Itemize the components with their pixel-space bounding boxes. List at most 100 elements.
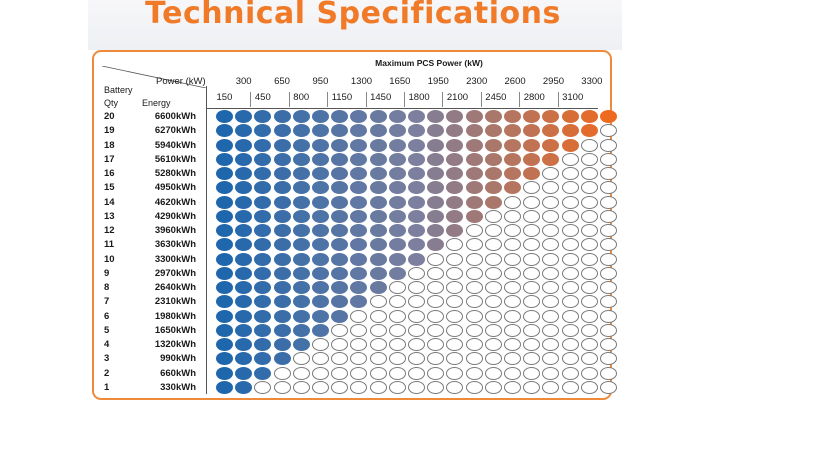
unsupported-config-dot: [561, 380, 579, 394]
power-level-label: 1150: [331, 92, 353, 103]
supported-config-dot: [580, 124, 598, 138]
unsupported-config-dot: [542, 323, 560, 337]
supported-config-dot: [408, 152, 425, 166]
unsupported-config-dot: [523, 323, 541, 337]
unsupported-config-dot: [408, 366, 425, 380]
unsupported-config-dot: [600, 323, 617, 337]
supported-config-dot: [312, 110, 329, 123]
unsupported-config-dot: [580, 352, 598, 366]
spec-matrix-card: Maximum PCS Power (kW) Power (kW) Batter…: [92, 50, 617, 400]
supported-config-dot: [504, 181, 521, 195]
supported-config-dot: [465, 110, 483, 123]
unsupported-config-dot: [350, 366, 368, 380]
supported-config-dot: [235, 167, 253, 180]
unsupported-config-dot: [484, 295, 502, 309]
supported-config-dot: [408, 138, 425, 152]
supported-config-dot: [235, 366, 253, 380]
supported-config-dot: [235, 309, 253, 323]
supported-config-dot: [369, 209, 387, 223]
supported-config-dot: [235, 152, 253, 166]
supported-config-dot: [465, 167, 483, 180]
supported-config-dot: [312, 181, 329, 195]
supported-config-dot: [292, 110, 310, 123]
unsupported-config-dot: [542, 252, 560, 266]
unsupported-config-dot: [561, 167, 579, 180]
unsupported-config-dot: [446, 323, 464, 337]
power-level-label: 1950: [427, 76, 449, 87]
unsupported-config-dot: [600, 238, 617, 252]
power-level-label: 2450: [485, 92, 507, 103]
unsupported-config-dot: [523, 338, 541, 351]
unsupported-config-dot: [561, 224, 579, 237]
supported-config-dot: [388, 152, 406, 166]
unsupported-config-dot: [427, 295, 445, 309]
supported-config-dot: [388, 238, 406, 252]
unsupported-config-dot: [465, 224, 483, 237]
supported-config-dot: [408, 110, 425, 123]
supported-config-dot: [369, 138, 387, 152]
supported-config-dot: [312, 281, 329, 294]
supported-config-dot: [523, 167, 541, 180]
supported-config-dot: [388, 181, 406, 195]
supported-config-dot: [408, 124, 425, 138]
supported-config-dot: [369, 152, 387, 166]
supported-config-dot: [388, 266, 406, 280]
supported-config-dot: [216, 295, 233, 309]
supported-config-dot: [350, 281, 368, 294]
supported-config-dot: [446, 167, 464, 180]
supported-config-dot: [427, 167, 445, 180]
supported-config-dot: [369, 252, 387, 266]
unsupported-config-dot: [484, 323, 502, 337]
supported-config-dot: [254, 138, 272, 152]
unsupported-config-dot: [523, 181, 541, 195]
power-level-label: 1300: [350, 76, 373, 87]
unsupported-config-dot: [542, 224, 560, 237]
supported-config-dot: [292, 238, 310, 252]
power-level-label: 800: [293, 92, 310, 103]
unsupported-config-dot: [408, 295, 425, 309]
supported-config-dot: [292, 152, 310, 166]
power-level-label: 650: [274, 76, 290, 87]
supported-config-dot: [292, 281, 310, 294]
matrix-title: Maximum PCS Power (kW): [375, 58, 483, 68]
supported-config-dot: [312, 138, 329, 152]
unsupported-config-dot: [408, 266, 425, 280]
unsupported-config-dot: [408, 281, 425, 294]
unsupported-config-dot: [369, 323, 387, 337]
battery-qty: 9: [104, 267, 110, 279]
unsupported-config-dot: [504, 309, 521, 323]
unsupported-config-dot: [350, 380, 368, 394]
supported-config-dot: [254, 295, 272, 309]
page-title: Technical Specifications: [145, 0, 561, 31]
supported-config-dot: [369, 110, 387, 123]
unsupported-config-dot: [484, 366, 502, 380]
supported-config-dot: [235, 266, 253, 280]
supported-config-dot: [408, 238, 425, 252]
supported-config-dot: [216, 309, 233, 323]
battery-qty: 12: [104, 225, 115, 236]
supported-config-dot: [408, 195, 425, 209]
unsupported-config-dot: [561, 366, 579, 380]
battery-qty: 19: [104, 125, 115, 137]
power-level-label: 1450: [370, 92, 392, 103]
supported-config-dot: [292, 138, 310, 152]
supported-config-dot: [235, 338, 253, 351]
unsupported-config-dot: [542, 167, 560, 180]
supported-config-dot: [312, 295, 329, 309]
battery-qty: 7: [104, 296, 110, 308]
supported-config-dot: [216, 380, 233, 394]
supported-config-dot: [388, 124, 406, 138]
supported-config-dot: [561, 124, 579, 138]
supported-config-dot: [273, 224, 291, 237]
supported-config-dot: [312, 238, 329, 252]
unsupported-config-dot: [580, 195, 598, 209]
battery-energy: 330kWh: [160, 381, 196, 393]
supported-config-dot: [369, 124, 387, 138]
power-level-label: 2950: [542, 76, 565, 87]
header-separator: [519, 92, 521, 107]
supported-config-dot: [216, 323, 233, 337]
supported-config-dot: [292, 124, 310, 138]
header-separator: [404, 92, 405, 107]
battery-qty: 15: [104, 182, 115, 194]
supported-config-dot: [254, 338, 272, 351]
